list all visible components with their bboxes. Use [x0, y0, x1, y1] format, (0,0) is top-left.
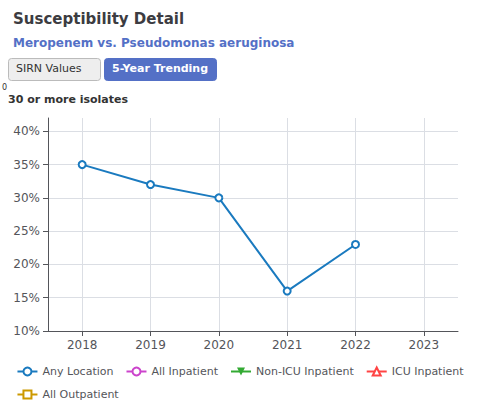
svg-text:35%: 35%: [13, 158, 40, 172]
svg-text:All Inpatient: All Inpatient: [151, 365, 218, 378]
svg-text:15%: 15%: [13, 291, 40, 305]
svg-text:10%: 10%: [13, 324, 40, 338]
svg-text:2020: 2020: [204, 338, 235, 352]
svg-text:ICU Inpatient: ICU Inpatient: [392, 365, 465, 378]
svg-text:2022: 2022: [340, 338, 371, 352]
svg-text:SIRN Values: SIRN Values: [16, 62, 82, 75]
svg-text:30 or more isolates: 30 or more isolates: [8, 93, 128, 106]
svg-text:30%: 30%: [13, 191, 40, 205]
svg-text:5-Year Trending: 5-Year Trending: [112, 62, 208, 75]
svg-text:All Outpatient: All Outpatient: [42, 388, 119, 401]
svg-text:Meropenem vs. Pseudomonas aeru: Meropenem vs. Pseudomonas aeruginosa: [13, 36, 294, 50]
svg-text:2021: 2021: [272, 338, 303, 352]
svg-text:2018: 2018: [67, 338, 98, 352]
svg-text:20%: 20%: [13, 257, 40, 271]
svg-text:Non-ICU Inpatient: Non-ICU Inpatient: [256, 365, 354, 378]
svg-text:2019: 2019: [135, 338, 166, 352]
svg-text:40%: 40%: [13, 124, 40, 138]
svg-text:Susceptibility Detail: Susceptibility Detail: [13, 10, 184, 28]
svg-text:2023: 2023: [409, 338, 440, 352]
svg-text:Any Location: Any Location: [42, 365, 113, 378]
svg-text:25%: 25%: [13, 224, 40, 238]
svg-text:0: 0: [2, 83, 7, 92]
